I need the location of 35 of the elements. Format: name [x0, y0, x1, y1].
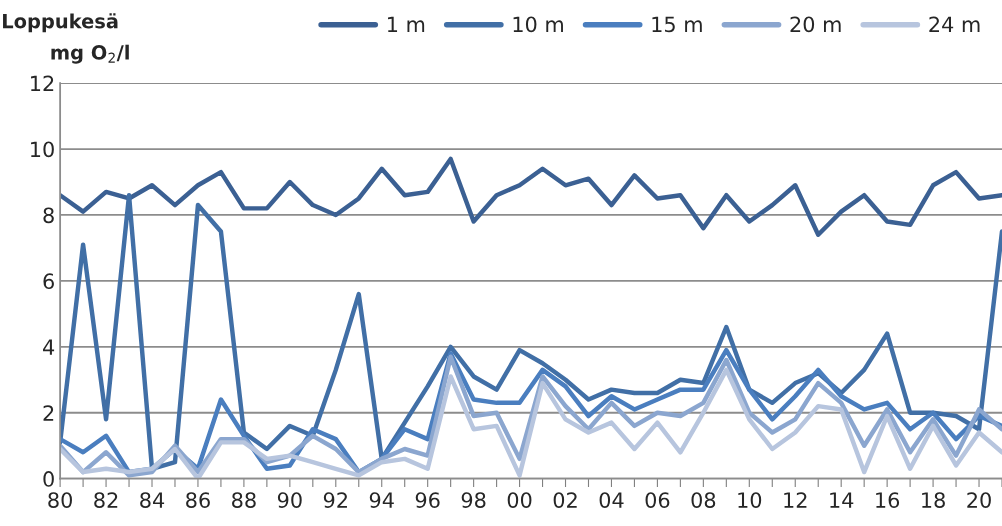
- x-tick-label: 04: [599, 492, 624, 508]
- legend-label: 20 m: [790, 16, 841, 33]
- y-tick-label: 10: [31, 141, 54, 158]
- y-tick-label: 6: [43, 273, 54, 290]
- x-tick-label: 14: [830, 492, 854, 508]
- x-tick-label: 12: [784, 492, 807, 508]
- y-tick-label: 0: [43, 471, 54, 487]
- x-tick-label: 18: [922, 492, 945, 508]
- x-tick-label: 00: [507, 492, 532, 508]
- x-tick-label: 98: [461, 492, 486, 508]
- x-tick-label: 80: [48, 492, 72, 508]
- legend-label: 15 m: [652, 16, 702, 33]
- x-tick-label: 10: [738, 492, 762, 508]
- y-tick-label: 8: [43, 207, 54, 224]
- x-tick-label: 06: [645, 492, 670, 508]
- y-tick-label: 2: [43, 405, 54, 421]
- x-tick-label: 02: [553, 492, 577, 508]
- legend-label: 24 m: [929, 16, 980, 32]
- chart-title: Loppukesä: [3, 13, 118, 33]
- legend-label: 1 m: [388, 16, 425, 32]
- y-tick-label: 12: [31, 75, 54, 92]
- x-tick-label: 94: [369, 492, 394, 508]
- legend-label: 10 m: [513, 16, 563, 33]
- x-tick-label: 16: [876, 492, 900, 508]
- x-tick-label: 90: [277, 492, 302, 508]
- x-tick-label: 20: [967, 492, 991, 508]
- x-tick-label: 86: [186, 492, 210, 508]
- y-tick-label: 4: [43, 339, 55, 355]
- x-tick-label: 84: [140, 492, 165, 508]
- y-axis-title: mg O$_{2}$/l: [51, 44, 129, 64]
- x-tick-label: 82: [94, 492, 118, 508]
- x-tick-label: 92: [323, 492, 347, 508]
- x-tick-label: 88: [232, 492, 256, 508]
- x-tick-label: 08: [691, 492, 716, 508]
- x-tick-label: 96: [415, 492, 440, 508]
